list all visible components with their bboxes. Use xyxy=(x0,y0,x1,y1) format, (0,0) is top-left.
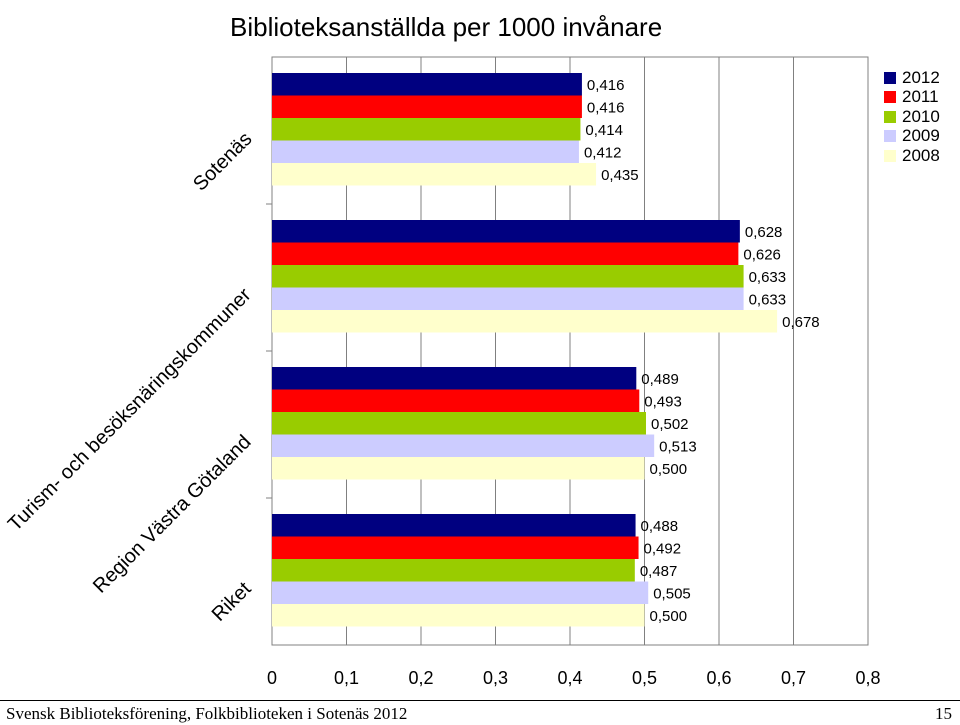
bar-2008 xyxy=(272,604,645,627)
bar-data-label: 0,505 xyxy=(653,585,691,602)
bar-chart: 0 0,1 0,2 0,3 0,4 0,5 0,6 0,7 0,8 0,416 0,416 0,414… xyxy=(4,56,881,688)
page-number: 15 xyxy=(935,704,952,723)
x-tick-label: 0,6 xyxy=(706,668,731,688)
x-tick-label: 0,5 xyxy=(632,668,657,688)
bar-2010 xyxy=(272,412,646,435)
bar-data-label: 0,416 xyxy=(587,77,625,94)
x-tick-label: 0 xyxy=(267,668,277,688)
bar-data-label: 0,628 xyxy=(745,224,783,241)
bar-2011 xyxy=(272,95,582,118)
bar-2009 xyxy=(272,434,655,457)
legend-item: 2008 xyxy=(884,146,940,166)
bar-data-label: 0,500 xyxy=(650,608,688,625)
legend-item: 2009 xyxy=(884,126,940,147)
bar-data-label: 0,626 xyxy=(743,246,781,263)
bar-data-label: 0,414 xyxy=(585,122,623,139)
x-tick-label: 0,3 xyxy=(483,668,508,688)
bar-data-label: 0,678 xyxy=(782,314,820,331)
legend: 2012 2011 2010 2009 2008 xyxy=(884,68,940,166)
category-label: Turism- och besöksnäringskommuner xyxy=(4,284,256,536)
legend-swatch xyxy=(884,91,896,104)
x-tick-label: 0,8 xyxy=(855,668,880,688)
x-tick-label: 0,1 xyxy=(334,668,359,688)
legend-label: 2010 xyxy=(902,106,940,126)
bar-data-label: 0,488 xyxy=(641,518,679,535)
bar-data-label: 0,633 xyxy=(749,291,787,308)
bar-2011 xyxy=(272,242,739,265)
bar-data-label: 0,502 xyxy=(651,416,689,433)
legend-item: 2012 xyxy=(884,68,940,88)
footer-divider xyxy=(0,700,960,701)
legend-item: 2010 xyxy=(884,107,940,127)
category-label: Region Västra Götaland xyxy=(89,431,256,598)
bar-2012 xyxy=(272,73,582,96)
legend-swatch xyxy=(884,149,896,162)
bar-2010 xyxy=(272,559,635,582)
legend-swatch xyxy=(884,130,896,143)
bar-data-label: 0,412 xyxy=(584,144,622,161)
bar-data-label: 0,487 xyxy=(640,563,678,580)
bar-2008 xyxy=(272,457,645,480)
legend-swatch xyxy=(884,110,896,123)
legend-label: 2011 xyxy=(902,87,939,107)
bar-data-label: 0,416 xyxy=(587,99,625,116)
bar-2012 xyxy=(272,367,637,390)
legend-label: 2008 xyxy=(902,145,940,165)
legend-item: 2011 xyxy=(884,87,940,108)
bar-2009 xyxy=(272,581,649,604)
bar-data-label: 0,435 xyxy=(601,167,639,184)
bar-2011 xyxy=(272,536,639,559)
bar-2008 xyxy=(272,163,597,186)
x-tick-label: 0,2 xyxy=(408,668,433,688)
bar-2010 xyxy=(272,118,581,141)
bar-2009 xyxy=(272,140,579,163)
footer-source: Svensk Biblioteksförening, Folkbibliotek… xyxy=(6,704,408,723)
bar-2010 xyxy=(272,265,744,288)
bar-data-label: 0,633 xyxy=(749,269,787,286)
category-label: Riket xyxy=(208,578,256,626)
legend-swatch xyxy=(884,71,896,84)
bar-2011 xyxy=(272,389,640,412)
x-tick-label: 0,7 xyxy=(781,668,806,688)
legend-label: 2012 xyxy=(902,67,940,87)
chart-title: Biblioteksanställda per 1000 invånare xyxy=(230,12,663,42)
bar-2012 xyxy=(272,220,740,243)
bar-data-label: 0,513 xyxy=(659,438,697,455)
bar-data-label: 0,492 xyxy=(644,540,682,557)
bar-data-label: 0,493 xyxy=(644,393,682,410)
bar-data-label: 0,489 xyxy=(641,371,679,388)
legend-label: 2009 xyxy=(902,126,940,146)
x-tick-label: 0,4 xyxy=(557,668,582,688)
bar-2008 xyxy=(272,310,778,333)
bar-2012 xyxy=(272,514,636,537)
bar-data-label: 0,500 xyxy=(650,461,688,478)
bar-2009 xyxy=(272,287,744,310)
category-label: Sotenäs xyxy=(189,128,256,195)
